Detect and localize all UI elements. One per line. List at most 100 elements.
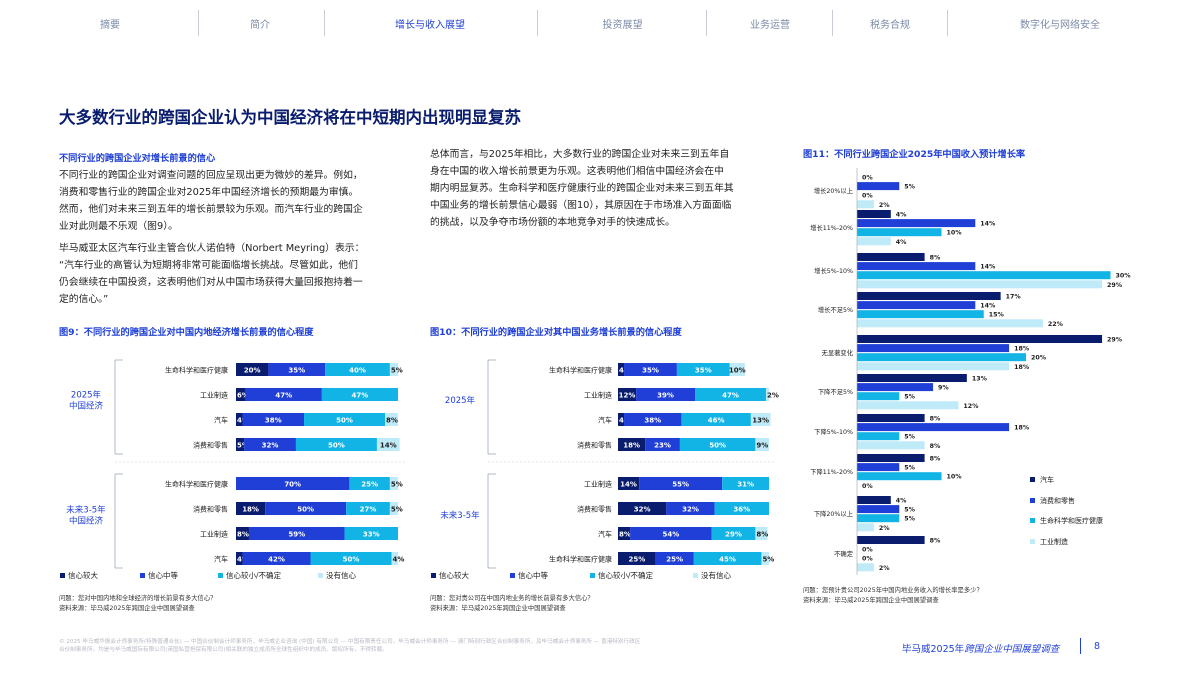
data-label: 50%	[343, 556, 360, 564]
text-line: 总体而言，与2025年相比，大多数行业的跨国企业对未来三到五年自	[430, 149, 730, 160]
left-paragraph-2: 毕马威亚太区汽车行业主管合伙人诺伯特（Norbert Meyring）表示： “…	[59, 240, 419, 308]
data-label: 0%	[862, 483, 873, 490]
category-label: 消费和零售	[193, 505, 228, 514]
bar-segment	[236, 552, 243, 565]
nav-tab-introduction[interactable]: 简介	[250, 19, 270, 31]
legend-label: 信心较小/不确定	[226, 570, 282, 580]
bar-segment	[645, 438, 680, 451]
left-subhead: 不同行业的跨国企业对增长前景的信心	[59, 153, 216, 164]
data-label: 20%	[1031, 355, 1047, 362]
nav-tab-operations[interactable]: 业务运营	[750, 19, 790, 31]
nav-tab-summary[interactable]: 摘要	[100, 19, 120, 31]
data-label: 38%	[265, 417, 282, 425]
bar-segment	[676, 363, 730, 376]
bar-segment	[618, 363, 625, 376]
bar-segment	[268, 363, 326, 376]
nav-tab-digital-security[interactable]: 数字化与网络安全	[1020, 19, 1100, 31]
data-label: 70%	[284, 481, 301, 489]
data-label: 2%	[879, 565, 890, 572]
bar-segment	[304, 413, 386, 426]
nav-tab-investment[interactable]: 投资展望	[602, 19, 643, 31]
category-label: 汽车	[598, 416, 612, 425]
bar	[857, 496, 891, 504]
data-label: 5%	[904, 507, 915, 514]
bar-segment	[325, 363, 390, 376]
text-line: 毕马威亚太区汽车行业主管合伙人诺伯特（Norbert Meyring）表示：	[59, 243, 365, 254]
category-label: 消费和零售	[193, 441, 228, 450]
data-label: 18%	[242, 506, 259, 514]
bar	[857, 262, 976, 271]
bar	[857, 182, 900, 191]
bar	[857, 310, 984, 319]
data-label: 0%	[862, 193, 873, 200]
footer-report-name: 毕马威2025年跨国企业中国展望调查	[902, 641, 1059, 655]
bar	[857, 441, 925, 450]
data-label: 4%	[896, 212, 907, 219]
bar-segment	[248, 527, 345, 540]
data-label: 0%	[862, 175, 873, 182]
legend-swatch	[1030, 498, 1035, 503]
legend-swatch	[140, 573, 145, 578]
legend-label: 工业制造	[1040, 537, 1068, 546]
bar-segment	[618, 477, 640, 490]
data-label: 32%	[634, 506, 651, 514]
bar	[857, 454, 925, 462]
data-label: 2%	[879, 202, 890, 209]
nav-tab-tax[interactable]: 税务合规	[870, 19, 910, 31]
bar	[857, 383, 934, 392]
bar-segment	[236, 388, 246, 401]
data-label: 29%	[1107, 337, 1123, 344]
bar-segment	[679, 438, 756, 451]
nav-tab-growth-revenue[interactable]: 增长与收入展望	[395, 19, 465, 31]
legend-label: 信心较小/不确定	[598, 570, 654, 580]
data-label: 29%	[725, 531, 742, 539]
fig9-title: 图9：不同行业的跨国企业对中国内地经济增长前景的信心程度	[59, 327, 314, 338]
category-label: 生命科学和医疗健康	[549, 555, 612, 564]
data-label: 18%	[623, 442, 640, 450]
data-label: 29%	[1107, 282, 1123, 289]
nav-divider	[537, 10, 538, 36]
data-label: 10%	[729, 367, 746, 375]
footer-legal-line: 合伙制事务所，均是与毕马威国际有限公司(英国私营担保有限公司)相关联的独立成员所…	[59, 647, 388, 653]
category-label: 下降不足5%	[818, 387, 853, 396]
data-label: 8%	[930, 255, 941, 262]
data-label: 25%	[666, 556, 683, 564]
data-label: 30%	[1116, 273, 1132, 280]
bar	[857, 210, 891, 218]
legend-label: 信心较大	[68, 570, 98, 580]
category-label: 汽车	[598, 530, 612, 539]
nav-divider	[947, 10, 948, 36]
category-label: 增长5%-10%	[814, 266, 853, 275]
middle-paragraph: 总体而言，与2025年相比，大多数行业的跨国企业对未来三到五年自 身在中国的收入…	[430, 146, 790, 231]
bar	[857, 219, 976, 228]
data-label: 4%	[896, 498, 907, 505]
data-label: 46%	[708, 417, 725, 425]
data-label: 2%	[879, 525, 890, 532]
data-label: 12%	[619, 392, 636, 400]
data-label: 38%	[644, 417, 661, 425]
category-label: 增长20%以上	[814, 186, 853, 195]
bar	[857, 392, 900, 401]
data-label: 50%	[336, 417, 353, 425]
data-label: 32%	[262, 442, 279, 450]
bar-segment	[729, 363, 745, 376]
category-label: 生命科学和医疗健康	[165, 480, 228, 489]
bar-segment	[321, 388, 398, 401]
category-label: 无显著变化	[822, 348, 854, 357]
bar-segment	[236, 438, 245, 451]
data-label: 5%	[391, 481, 403, 489]
fig11-question: 问题：您预计贵公司2025年中国内地业务收入的增长率是多少？	[803, 587, 983, 594]
legend-swatch	[218, 573, 223, 578]
data-label: 0%	[862, 556, 873, 563]
data-label: 31%	[737, 481, 754, 489]
data-label: 42%	[268, 556, 285, 564]
bar	[857, 514, 900, 523]
bar	[857, 292, 1001, 300]
bar	[857, 463, 900, 472]
category-label: 汽车	[214, 416, 228, 425]
legend-swatch	[510, 573, 515, 578]
data-label: 32%	[682, 506, 699, 514]
bar-segment	[389, 363, 398, 376]
data-label: 25%	[361, 481, 378, 489]
bar-segment	[655, 552, 694, 565]
